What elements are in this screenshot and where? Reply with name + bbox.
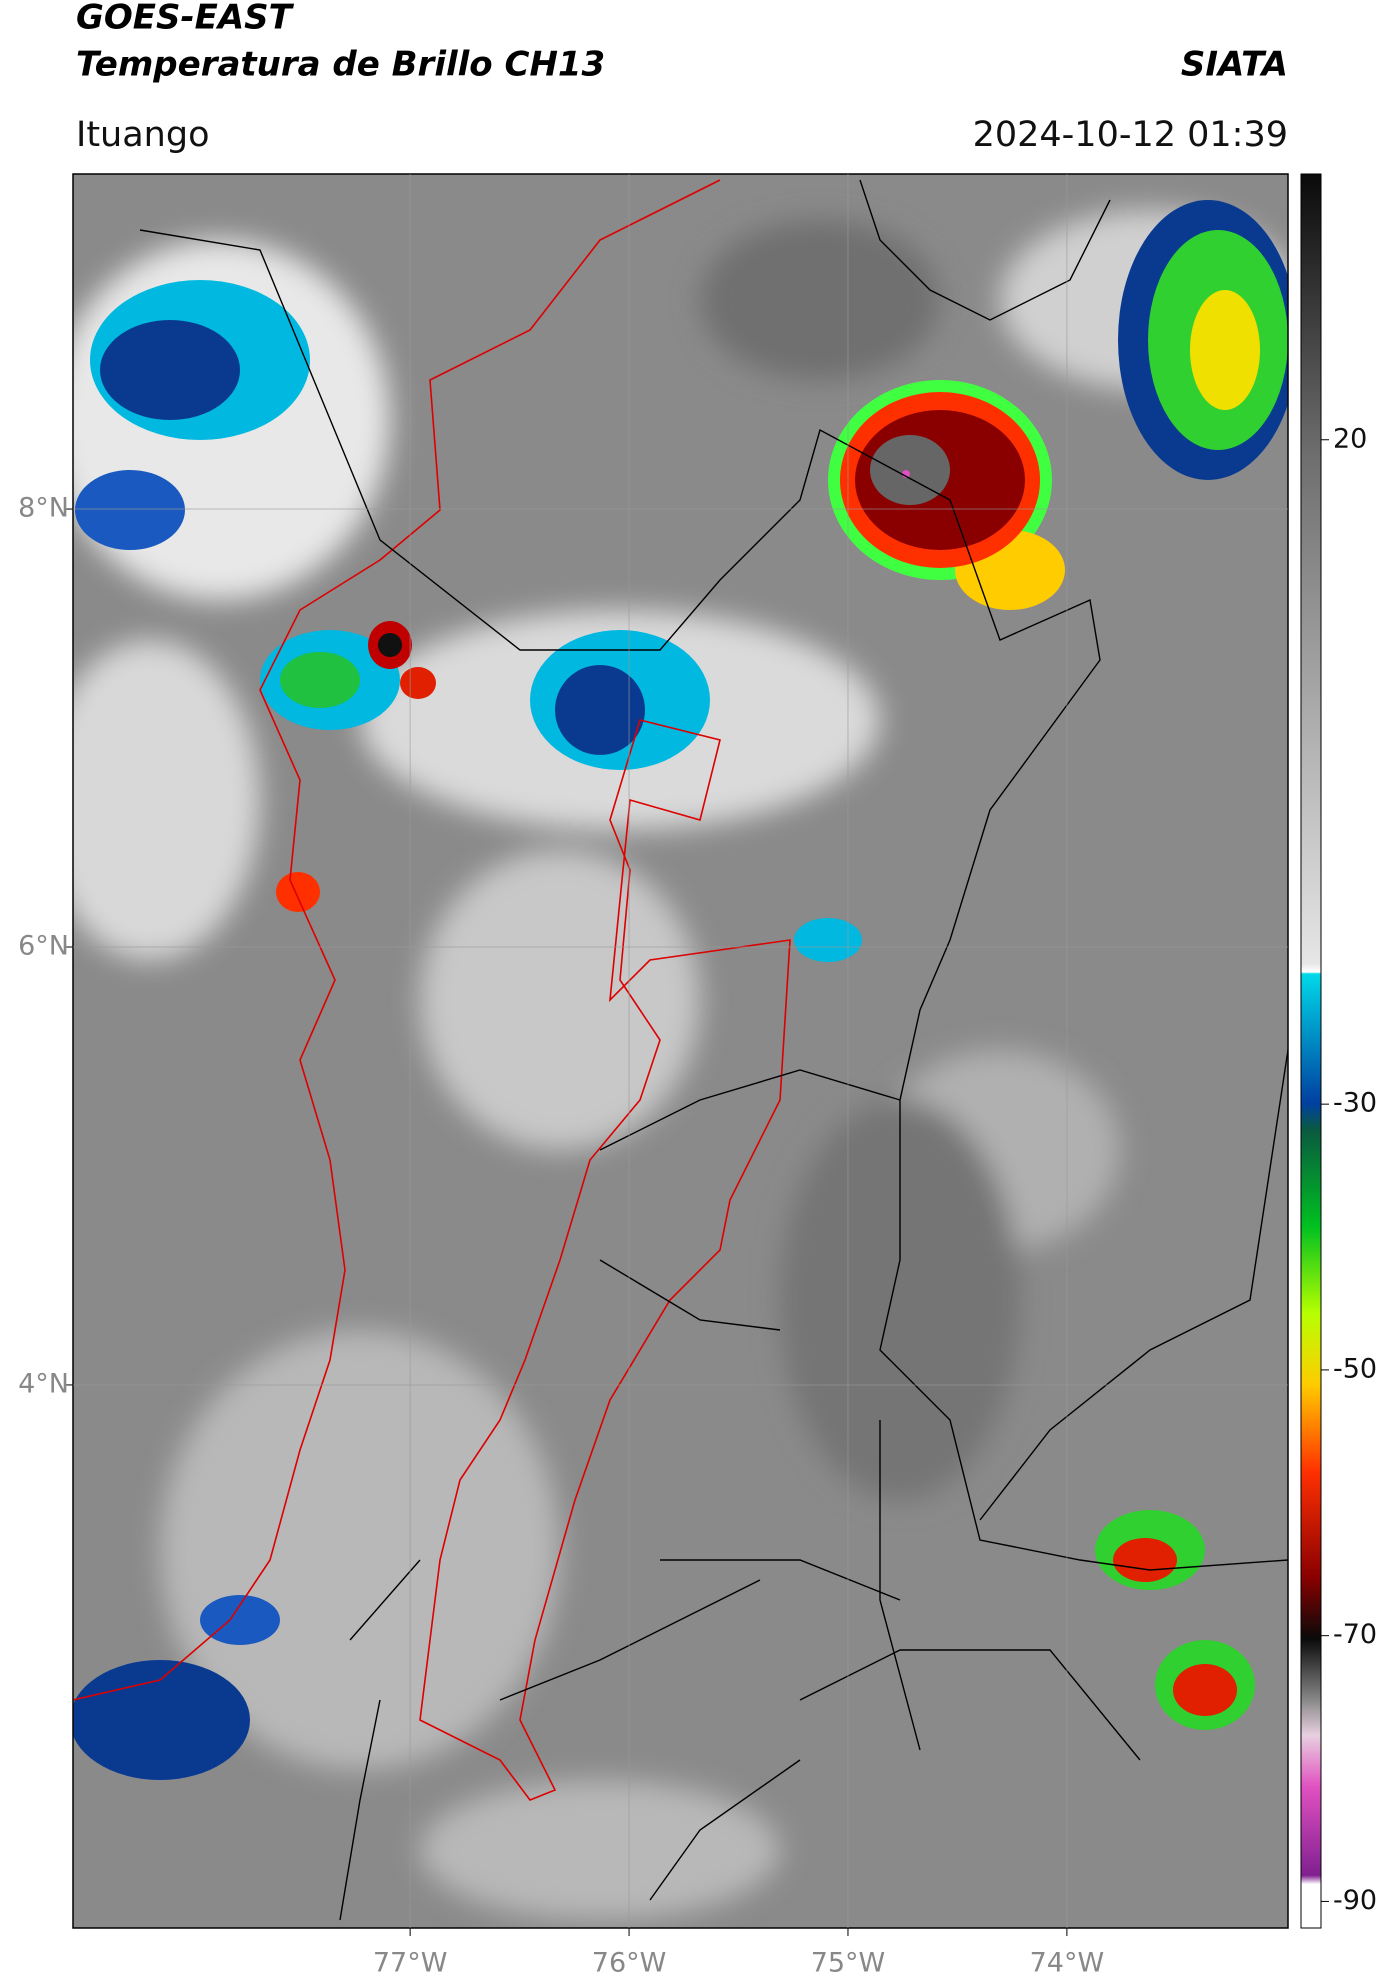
colorbar-tick-label: -90 xyxy=(1333,1885,1377,1916)
colorbar xyxy=(1300,173,1322,1929)
x-tick-label: 74°W xyxy=(1030,1948,1105,1979)
clouds xyxy=(73,210,1288,1920)
region: Ituango xyxy=(76,115,210,155)
x-tick-label: 76°W xyxy=(592,1948,667,1979)
imagery xyxy=(73,174,1288,1928)
colorbar-tick-label: -70 xyxy=(1333,1619,1377,1650)
datetime: 2024-10-12 01:39 xyxy=(973,115,1288,155)
colorbar-tick-label: -50 xyxy=(1333,1353,1377,1384)
colorbar-tick-label: 20 xyxy=(1333,423,1367,454)
y-tick-label: 8°N xyxy=(18,493,69,524)
cold-tops xyxy=(73,200,1288,1780)
map-frame xyxy=(72,173,1289,1929)
colorbar-tick-label: -30 xyxy=(1333,1088,1377,1119)
x-tick-label: 77°W xyxy=(373,1948,448,1979)
y-tick-label: 4°N xyxy=(18,1368,69,1399)
title: GOES-EAST xyxy=(76,0,295,38)
subtitle: Temperatura de Brillo CH13 xyxy=(76,45,605,85)
x-tick-label: 75°W xyxy=(811,1948,886,1979)
y-tick-label: 6°N xyxy=(18,930,69,961)
borders xyxy=(139,179,1288,1921)
source: SIATA xyxy=(1181,45,1288,85)
red-outline xyxy=(73,179,791,1801)
